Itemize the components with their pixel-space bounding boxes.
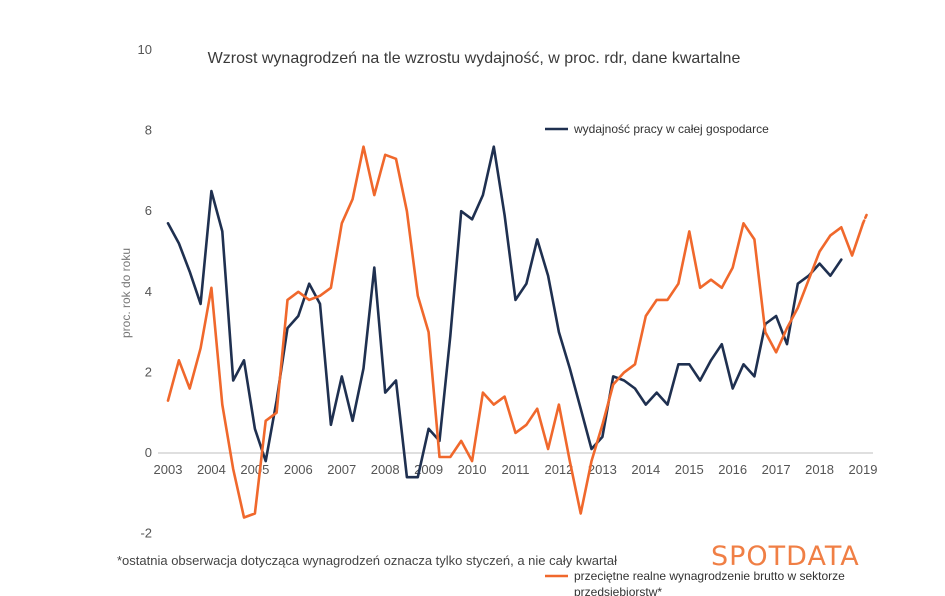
spotdata-logo: SPOTDATA (711, 541, 860, 572)
legend-label: wydajność pracy w całej gospodarce (573, 122, 769, 136)
y-tick-label: 2 (145, 364, 152, 379)
y-tick-label: 4 (145, 284, 152, 299)
x-tick-label: 2017 (762, 462, 791, 477)
x-tick-label: 2007 (327, 462, 356, 477)
y-tick-label: 6 (145, 203, 152, 218)
y-tick-label: 10 (138, 42, 152, 57)
legend-label: przeciętne realne wynagrodzenie brutto w… (574, 569, 845, 583)
chart-title: Wzrost wynagrodzeń na tle wzrostu wydajn… (208, 50, 741, 67)
x-tick-label: 2008 (371, 462, 400, 477)
legend-label: przedsiębiorstw* (574, 585, 662, 596)
x-tick-label: 2018 (805, 462, 834, 477)
x-tick-label: 2015 (675, 462, 704, 477)
x-ticks: 2003 2004 2005 2006 2007 2008 2009 2010 2011 2012… (154, 462, 878, 477)
y-ticks: 10 8 6 4 2 0 -2 (138, 42, 152, 541)
series-line-1 (166, 145, 843, 479)
y-tick-label: 0 (145, 445, 152, 460)
series-group (166, 145, 869, 519)
x-tick-label: 2006 (284, 462, 313, 477)
y-axis-label: proc. rok do roku (119, 248, 133, 338)
x-tick-label: 2013 (588, 462, 617, 477)
x-tick-label: 2014 (631, 462, 660, 477)
x-tick-label: 2012 (544, 462, 573, 477)
legend: wydajność pracy w całej gospodarce przeci… (545, 122, 845, 596)
x-tick-label: 2016 (718, 462, 747, 477)
x-tick-label: 2010 (458, 462, 487, 477)
logo-text: SPOTDATA (711, 541, 860, 572)
series-line-2 (166, 145, 865, 519)
y-tick-label: 8 (145, 123, 152, 138)
x-tick-label: 2011 (502, 462, 530, 477)
footnote: *ostatnia obserwacja dotycząca wynagrodz… (117, 553, 617, 568)
y-tick-label: -2 (140, 526, 152, 541)
x-tick-label: 2019 (849, 462, 878, 477)
x-tick-label: 2004 (197, 462, 226, 477)
x-tick-label: 2005 (240, 462, 269, 477)
x-tick-label: 2003 (154, 462, 183, 477)
series-line-dashed-extension (861, 211, 869, 225)
